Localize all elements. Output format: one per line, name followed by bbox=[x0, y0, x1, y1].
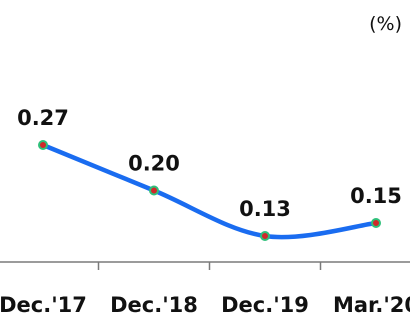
data-label: 0.13 bbox=[239, 197, 291, 221]
x-tick-labels: Dec.'17 Dec.'18 Dec.'19 Mar.'20 bbox=[0, 293, 410, 317]
data-point bbox=[38, 140, 48, 150]
data-point bbox=[149, 185, 159, 196]
unit-label: (%) bbox=[369, 13, 402, 35]
x-tick-label: Dec.'18 bbox=[110, 293, 198, 317]
x-tick-label: Dec.'17 bbox=[0, 293, 87, 317]
series-line bbox=[40, 142, 379, 240]
data-point bbox=[371, 218, 381, 228]
data-label: 0.15 bbox=[350, 184, 402, 208]
x-axis bbox=[0, 261, 410, 270]
data-label: 0.20 bbox=[128, 152, 180, 176]
series-layer bbox=[38, 140, 381, 241]
data-labels: 0.27 0.20 0.13 0.15 bbox=[17, 106, 402, 221]
x-tick-label: Dec.'19 bbox=[221, 293, 309, 317]
x-tick-label: Mar.'20 bbox=[333, 293, 410, 317]
data-label: 0.27 bbox=[17, 106, 69, 130]
data-point bbox=[260, 231, 270, 241]
